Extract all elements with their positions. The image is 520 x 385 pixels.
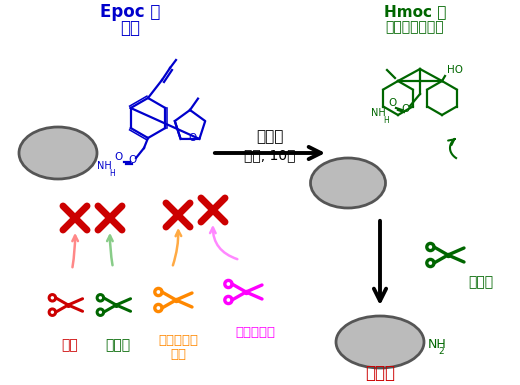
Text: 塩基性に不安定: 塩基性に不安定 bbox=[386, 20, 444, 34]
Text: 弱塩基: 弱塩基 bbox=[468, 275, 493, 289]
Ellipse shape bbox=[19, 127, 97, 179]
Text: パラジウム: パラジウム bbox=[158, 333, 198, 347]
Text: O: O bbox=[114, 152, 122, 162]
Text: O: O bbox=[388, 98, 396, 108]
Text: O: O bbox=[401, 104, 409, 114]
Text: 強酸: 強酸 bbox=[62, 338, 79, 352]
Text: O: O bbox=[188, 133, 196, 143]
Text: NH: NH bbox=[97, 161, 112, 171]
Text: H: H bbox=[109, 169, 115, 177]
Text: ヒドラジン: ヒドラジン bbox=[235, 326, 275, 340]
Text: NH: NH bbox=[371, 108, 386, 118]
Text: 強塩基: 強塩基 bbox=[106, 338, 131, 352]
Text: 触媒: 触媒 bbox=[170, 348, 186, 360]
Text: NH: NH bbox=[428, 338, 447, 350]
Text: 金触媒: 金触媒 bbox=[256, 129, 284, 144]
Text: HO: HO bbox=[447, 65, 463, 75]
Text: 安定: 安定 bbox=[120, 19, 140, 37]
Text: Hmoc 基: Hmoc 基 bbox=[384, 5, 446, 20]
Ellipse shape bbox=[336, 316, 424, 368]
Text: 脱保護: 脱保護 bbox=[365, 364, 395, 382]
Text: 2: 2 bbox=[438, 346, 444, 355]
Ellipse shape bbox=[310, 158, 385, 208]
Text: O: O bbox=[128, 155, 136, 165]
Text: Epoc 基: Epoc 基 bbox=[100, 3, 160, 21]
Text: 室温, 10分: 室温, 10分 bbox=[244, 148, 296, 162]
Text: H: H bbox=[383, 116, 389, 124]
